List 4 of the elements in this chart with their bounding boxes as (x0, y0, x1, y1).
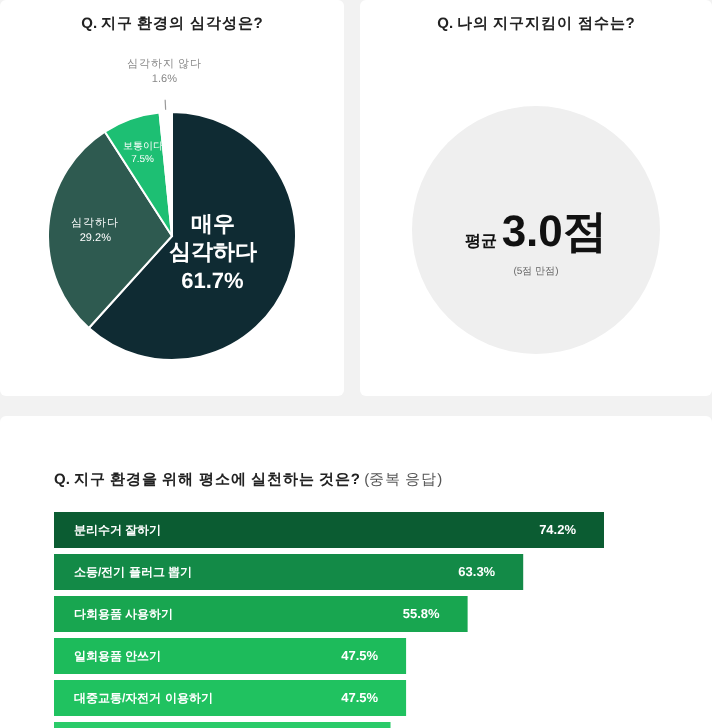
text: 평균 (465, 232, 502, 250)
data-label: 61.7% (181, 269, 245, 294)
slice-label: 매우 심각하다 (168, 212, 257, 266)
text: 3.0점 (501, 206, 607, 256)
